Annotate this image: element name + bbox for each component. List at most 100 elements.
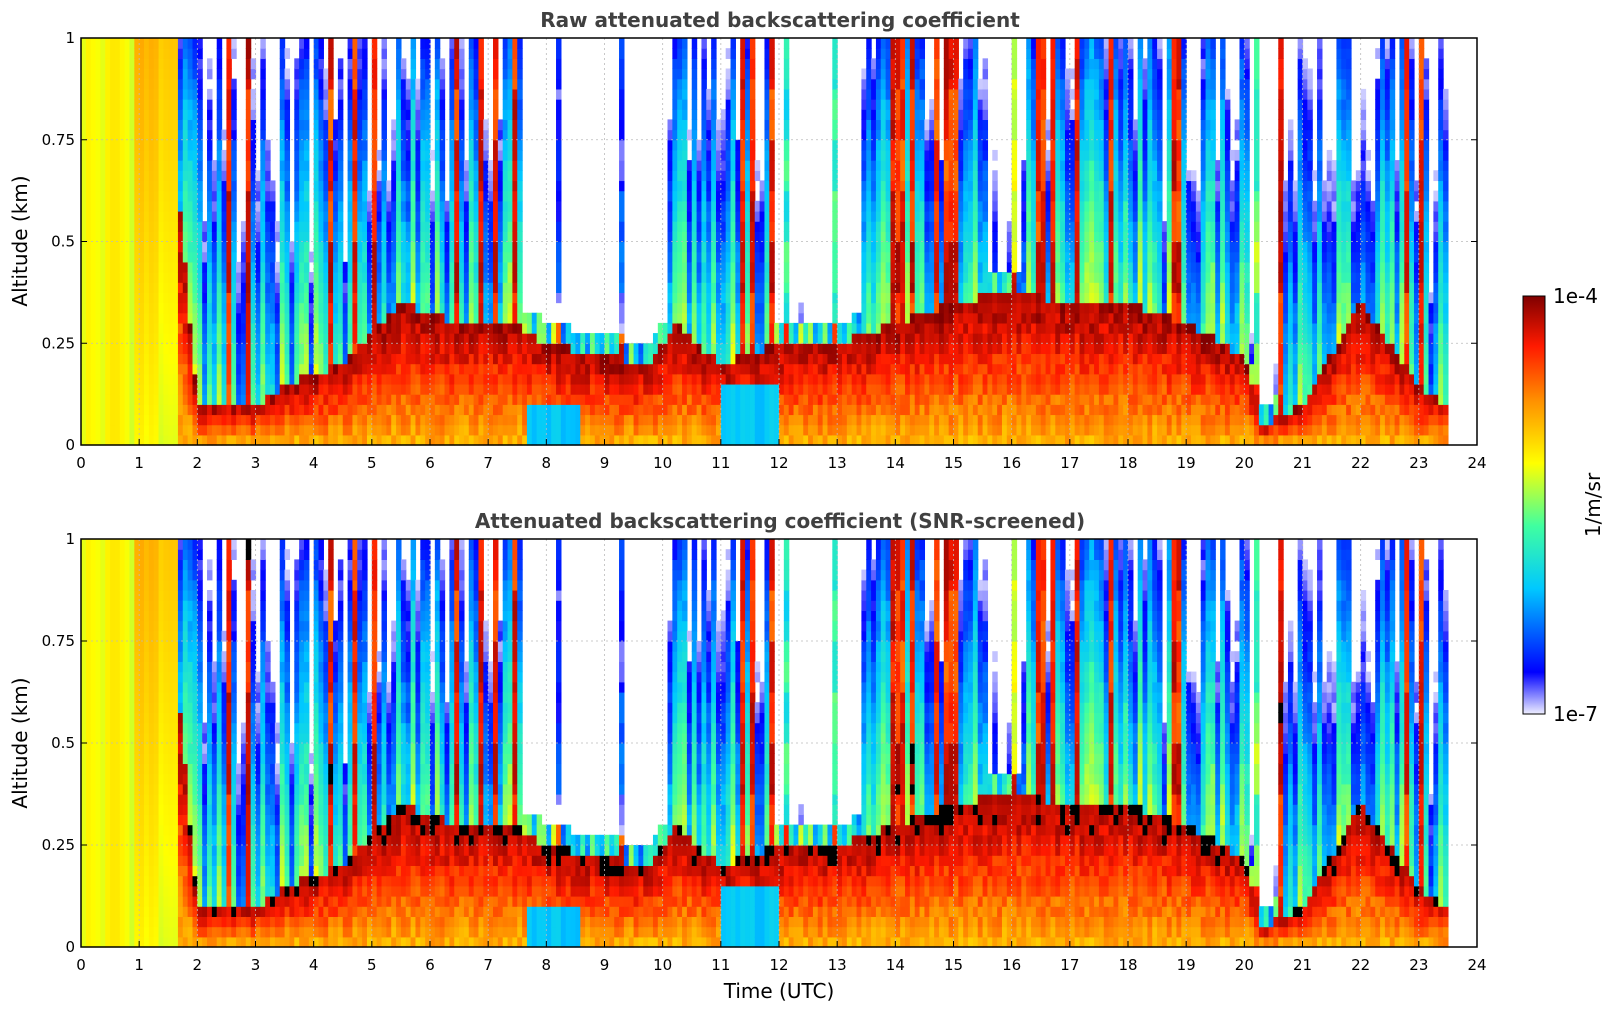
- heatmap-cell: [182, 333, 189, 344]
- heatmap-cell: [240, 424, 247, 436]
- heatmap-cell: [556, 210, 562, 222]
- heatmap-cell: [376, 363, 383, 375]
- heatmap-cell: [303, 241, 310, 253]
- heatmap-cell: [400, 241, 407, 253]
- heatmap-cell: [303, 190, 310, 202]
- heatmap-cell: [240, 231, 247, 243]
- heatmap-cell: [347, 272, 354, 283]
- heatmap-cell: [764, 48, 770, 59]
- heatmap-cell: [371, 343, 378, 355]
- heatmap-cell: [730, 343, 736, 355]
- heatmap-cell: [885, 48, 892, 59]
- heatmap-cell: [720, 282, 727, 293]
- heatmap-cell: [478, 210, 484, 222]
- heatmap-cell: [885, 200, 892, 212]
- heatmap-cell: [313, 170, 320, 182]
- heatmap-cell: [866, 404, 872, 416]
- heatmap-cell: [531, 322, 538, 334]
- heatmap-cell: [85, 129, 92, 141]
- heatmap-cell: [158, 383, 165, 395]
- heatmap-cell: [589, 363, 596, 375]
- heatmap-cell: [682, 190, 688, 202]
- heatmap-cell: [255, 353, 261, 365]
- heatmap-cell: [764, 394, 770, 405]
- heatmap-cell: [366, 404, 373, 416]
- heatmap-cell: [308, 414, 315, 426]
- heatmap-cell: [434, 333, 441, 344]
- heatmap-cell: [769, 119, 775, 131]
- heatmap-cell: [158, 180, 165, 192]
- heatmap-cell: [735, 231, 741, 243]
- heatmap-cell: [497, 251, 504, 263]
- heatmap-cell: [463, 373, 470, 385]
- heatmap-cell: [357, 322, 363, 334]
- heatmap-cell: [706, 190, 712, 202]
- heatmap-cell: [740, 424, 746, 436]
- heatmap-cell: [449, 48, 455, 59]
- heatmap-cell: [696, 363, 703, 375]
- heatmap-cell: [197, 424, 203, 436]
- heatmap-cell: [745, 99, 751, 110]
- heatmap-cell: [144, 302, 150, 314]
- heatmap-cell: [430, 190, 436, 202]
- heatmap-cell: [400, 210, 407, 222]
- heatmap-cell: [643, 394, 649, 405]
- heatmap-cell: [308, 373, 315, 385]
- heatmap-cell: [468, 394, 475, 405]
- heatmap-cell: [706, 292, 712, 304]
- heatmap-cell: [740, 180, 746, 192]
- heatmap-cell: [163, 78, 169, 90]
- heatmap-cell: [686, 251, 693, 263]
- heatmap-cell: [182, 109, 189, 120]
- heatmap-cell: [381, 292, 387, 304]
- heatmap-cell: [396, 363, 402, 375]
- heatmap-cell: [85, 149, 92, 161]
- heatmap-cell: [691, 343, 698, 355]
- heatmap-cell: [415, 221, 421, 232]
- heatmap-cell: [526, 343, 533, 355]
- heatmap-cell: [226, 312, 232, 324]
- heatmap-cell: [570, 424, 577, 436]
- heatmap-cell: [517, 180, 523, 192]
- heatmap-cell: [347, 373, 354, 385]
- heatmap-cell: [260, 99, 266, 110]
- heatmap-cell: [207, 200, 213, 212]
- heatmap-cell: [318, 343, 324, 355]
- heatmap-cell: [430, 404, 436, 416]
- heatmap-cell: [536, 434, 543, 446]
- heatmap-cell: [745, 129, 751, 141]
- heatmap-cell: [875, 424, 882, 436]
- heatmap-cell: [672, 88, 678, 100]
- heatmap-cell: [158, 68, 165, 80]
- heatmap-cell: [875, 353, 882, 365]
- heatmap-cell: [352, 302, 358, 314]
- heatmap-cell: [415, 292, 421, 304]
- heatmap-cell: [463, 170, 470, 182]
- heatmap-cell: [483, 241, 489, 253]
- heatmap-cell: [749, 160, 756, 171]
- heatmap-cell: [856, 434, 863, 446]
- heatmap-cell: [449, 58, 455, 70]
- heatmap-cell: [715, 322, 722, 334]
- heatmap-cell: [701, 343, 707, 355]
- heatmap-cell: [299, 251, 305, 263]
- heatmap-cell: [483, 373, 489, 385]
- heatmap-cell: [764, 180, 770, 192]
- heatmap-cell: [842, 383, 848, 395]
- heatmap-cell: [740, 99, 746, 110]
- heatmap-cell: [725, 292, 732, 304]
- heatmap-cell: [274, 282, 281, 293]
- heatmap-cell: [720, 129, 727, 141]
- heatmap-cell: [114, 414, 121, 426]
- heatmap-cell: [531, 343, 538, 355]
- heatmap-cell: [822, 343, 829, 355]
- heatmap-cell: [347, 210, 354, 222]
- heatmap-cell: [740, 404, 746, 416]
- heatmap-cell: [875, 434, 882, 446]
- heatmap-cell: [100, 38, 106, 49]
- heatmap-cell: [822, 353, 829, 365]
- heatmap-cell: [352, 241, 358, 253]
- heatmap-cell: [619, 424, 625, 436]
- heatmap-cell: [439, 88, 446, 100]
- heatmap-cell: [371, 424, 378, 436]
